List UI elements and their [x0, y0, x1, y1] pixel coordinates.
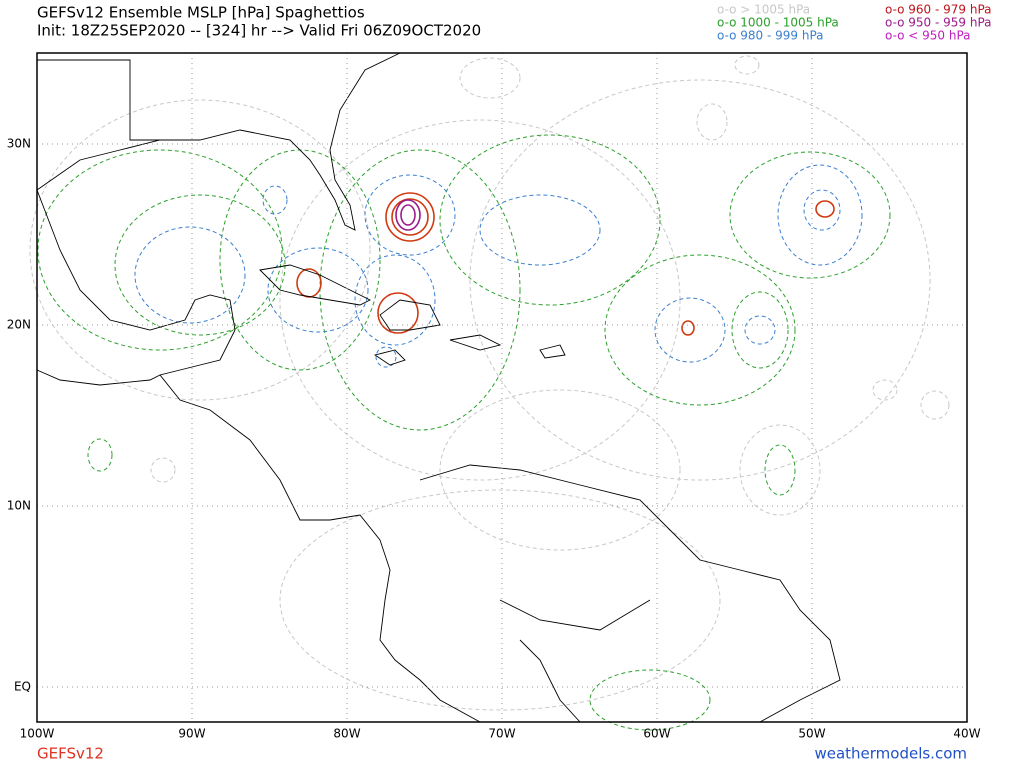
- gray-contours: [29, 55, 950, 711]
- site-label: weathermodels.com: [814, 745, 967, 763]
- lon-label: 50W: [798, 727, 825, 741]
- legend-entry: o-o 1000 - 1005 hPa: [717, 16, 839, 30]
- legend-entry: o-o 980 - 999 hPa: [717, 29, 824, 43]
- lon-label: 90W: [178, 727, 205, 741]
- lat-label: EQ: [14, 680, 31, 694]
- lat-label: 20N: [7, 318, 31, 332]
- legend-entry: o-o 960 - 979 hPa: [885, 3, 992, 17]
- axis-labels: 30N 20N 10N EQ 100W 90W 80W 70W 60W 50W 40W: [7, 137, 981, 741]
- legend-entry: o-o 950 - 959 hPa: [885, 16, 992, 30]
- blue-contours: [134, 164, 863, 368]
- lon-label: 100W: [20, 727, 55, 741]
- green-contours: [37, 134, 891, 731]
- lon-label: 60W: [643, 727, 670, 741]
- init-line: Init: 18Z25SEP2020 -- [324] hr --> Valid…: [37, 22, 481, 40]
- lon-label: 40W: [953, 727, 980, 741]
- map-area: [29, 52, 968, 731]
- lat-label: 30N: [7, 137, 31, 151]
- legend-entry: o-o < 950 hPa: [885, 29, 971, 43]
- lat-label: 10N: [7, 499, 31, 513]
- lon-label: 70W: [488, 727, 515, 741]
- lon-label: 80W: [333, 727, 360, 741]
- legend-entry: o-o > 1005 hPa: [717, 3, 810, 17]
- model-label: GEFSv12: [37, 745, 104, 763]
- graticule: [37, 53, 967, 722]
- red-contours: [296, 192, 835, 336]
- title: GEFSv12 Ensemble MSLP [hPa] Spaghettios: [37, 4, 365, 22]
